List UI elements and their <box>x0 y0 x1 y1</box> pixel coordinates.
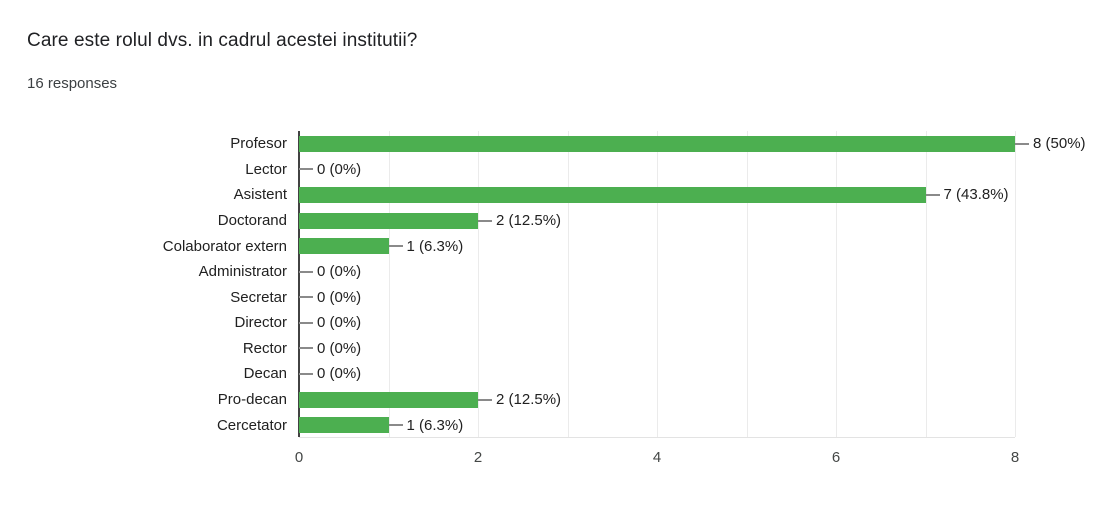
category-label: Secretar <box>230 288 287 306</box>
value-connector-line <box>299 347 313 350</box>
bar-row: Rector 0 (0%) <box>27 336 1119 362</box>
bar-row: Director 0 (0%) <box>27 310 1119 336</box>
value-connector-line <box>388 245 403 248</box>
bar-row: Profesor 8 (50%) <box>27 131 1119 157</box>
category-label: Rector <box>242 339 287 357</box>
category-label: Decan <box>243 365 287 383</box>
response-count: 16 responses <box>27 75 118 92</box>
bar-row: Decan 0 (0%) <box>27 361 1119 387</box>
bar-row: Asistent 7 (43.8%) <box>27 182 1119 208</box>
value-label: 0 (0%) <box>317 339 362 357</box>
bar-row: Secretar 0 (0%) <box>27 284 1119 310</box>
bar-area: 0 (0%) <box>299 314 1015 331</box>
gridline <box>1015 131 1016 437</box>
category-label: Cercetator <box>216 416 287 434</box>
value-label: 1 (6.3%) <box>406 237 464 255</box>
value-connector-line <box>299 321 313 324</box>
x-tick-label: 4 <box>652 448 662 466</box>
category-label: Asistent <box>233 186 287 204</box>
value-connector-line <box>299 270 313 273</box>
gridline <box>836 131 837 437</box>
bar[interactable] <box>299 391 478 408</box>
bar-area: 0 (0%) <box>299 161 1015 178</box>
bar-area: 7 (43.8%) <box>299 186 1015 203</box>
gridline <box>567 131 569 437</box>
gridline <box>925 131 927 437</box>
bar[interactable] <box>299 417 389 434</box>
value-connector-line <box>299 372 313 375</box>
chart-grid <box>298 131 1016 438</box>
value-connector-line <box>388 424 403 427</box>
bar-row: Colaborator extern 1 (6.3%) <box>27 233 1119 259</box>
bar[interactable] <box>299 238 389 255</box>
value-label: 2 (12.5%) <box>496 391 562 409</box>
value-connector-line <box>478 219 492 222</box>
chart-rows: Profesor 8 (50%) Lector 0 (0%) Asistent 7 (43… <box>27 131 1119 438</box>
value-connector-line <box>478 398 492 401</box>
value-connector-line <box>925 193 940 196</box>
bar-area: 2 (12.5%) <box>299 212 1015 229</box>
bar-area: 8 (50%) <box>299 135 1086 152</box>
x-tick-label: 8 <box>1010 448 1020 466</box>
bar[interactable] <box>299 212 478 229</box>
x-tick-label: 2 <box>473 448 483 466</box>
value-connector-line <box>299 168 313 171</box>
bar-row: Administrator 0 (0%) <box>27 259 1119 285</box>
category-label: Lector <box>245 160 287 178</box>
gridline <box>657 131 658 437</box>
value-label: 0 (0%) <box>317 314 362 332</box>
value-label: 7 (43.8%) <box>943 186 1009 204</box>
gridline <box>388 131 390 437</box>
bar-row: Cercetator 1 (6.3%) <box>27 412 1119 438</box>
bar[interactable] <box>299 186 926 203</box>
form-results-page: Care este rolul dvs. in cadrul acestei i… <box>27 30 1119 472</box>
category-label: Administrator <box>198 263 287 281</box>
bar-chart: Profesor 8 (50%) Lector 0 (0%) Asistent 7 (43… <box>27 131 1119 472</box>
bar-area: 0 (0%) <box>299 365 1015 382</box>
value-label: 0 (0%) <box>317 365 362 383</box>
bar-row: Doctorand 2 (12.5%) <box>27 208 1119 234</box>
value-connector-line <box>1015 142 1029 145</box>
x-tick-label: 6 <box>831 448 841 466</box>
category-label: Profesor <box>230 135 287 153</box>
value-connector-line <box>299 296 313 299</box>
value-label: 0 (0%) <box>317 288 362 306</box>
value-label: 1 (6.3%) <box>406 416 464 434</box>
y-axis-line <box>298 131 300 437</box>
bar-area: 1 (6.3%) <box>299 417 1015 434</box>
value-label: 8 (50%) <box>1033 135 1086 153</box>
bar-row: Lector 0 (0%) <box>27 157 1119 183</box>
gridline <box>746 131 748 437</box>
bar-area: 1 (6.3%) <box>299 238 1015 255</box>
value-label: 2 (12.5%) <box>496 212 562 230</box>
category-label: Director <box>234 314 287 332</box>
question-title: Care este rolul dvs. in cadrul acestei i… <box>27 30 418 51</box>
bar-area: 2 (12.5%) <box>299 391 1015 408</box>
bar[interactable] <box>299 135 1015 152</box>
bar-row: Pro-decan 2 (12.5%) <box>27 387 1119 413</box>
category-label: Doctorand <box>217 212 287 230</box>
bar-area: 0 (0%) <box>299 289 1015 306</box>
x-tick-label: 0 <box>294 448 304 466</box>
category-label: Colaborator extern <box>162 237 287 255</box>
bar-area: 0 (0%) <box>299 340 1015 357</box>
value-label: 0 (0%) <box>317 160 362 178</box>
value-label: 0 (0%) <box>317 263 362 281</box>
x-axis: 0 2 4 6 8 <box>295 438 1019 472</box>
gridline <box>478 131 479 437</box>
category-label: Pro-decan <box>217 391 287 409</box>
bar-area: 0 (0%) <box>299 263 1015 280</box>
